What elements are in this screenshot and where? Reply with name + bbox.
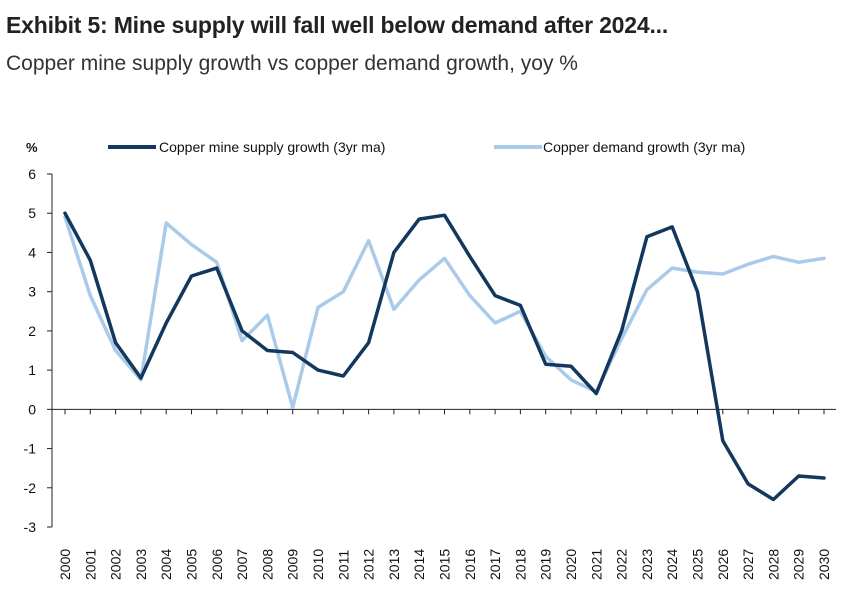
chart-title: Exhibit 5: Mine supply will fall well be… [6,12,669,38]
series-group [63,211,826,502]
series-line-demand [63,215,826,410]
x-tick-label: 2004 [158,549,174,580]
x-tick-label: 2014 [411,549,427,580]
y-tick-label: 1 [28,362,36,378]
x-tick-label: 2025 [690,549,706,580]
x-tick-label: 2007 [234,549,250,580]
x-tick-label: 2012 [361,549,377,580]
y-tick-label: 5 [28,205,36,221]
legend: Copper mine supply growth (3yr ma) Coppe… [108,139,745,155]
axes: 6 5 4 3 2 1 0 -1 -2 -3 2000 2001 2002 2003 2004 2005 200… [24,166,836,580]
x-tick-label: 2024 [664,549,680,580]
x-tick-label: 2021 [588,549,604,580]
x-tick-label: 2019 [538,549,554,580]
y-tick-label: 4 [28,244,36,260]
legend-label-supply: Copper mine supply growth (3yr ma) [159,139,385,155]
x-tick-label: 2013 [386,549,402,580]
x-tick-label: 2022 [614,549,630,580]
x-tick-label: 2023 [639,549,655,580]
x-tick-label: 2011 [335,550,351,580]
x-tick-label: 2015 [437,549,453,580]
series-line-mine-supply [63,211,826,502]
x-tick-label: 2026 [715,549,731,580]
x-tick-label: 2003 [133,549,149,580]
x-tick-label: 2028 [765,549,781,580]
y-tick-label: -2 [24,480,37,496]
x-tick-label: 2010 [310,549,326,580]
y-tick-label: -1 [24,441,37,457]
y-tick-label: 6 [28,166,36,182]
x-tick-label: 2000 [57,549,73,580]
y-tick-label: 3 [28,284,36,300]
legend-label-demand: Copper demand growth (3yr ma) [543,139,745,155]
y-tick-label: 0 [28,401,36,417]
x-tick-label: 2020 [563,549,579,580]
x-tick-label: 2018 [512,549,528,580]
x-tick-label: 2030 [816,549,832,580]
x-tick-label: 2017 [487,549,503,580]
x-tick-label: 2005 [184,549,200,580]
y-tick-label: 2 [28,323,36,339]
x-tick-label: 2009 [285,549,301,580]
x-tick-label: 2027 [740,549,756,580]
x-tick-label: 2029 [791,549,807,580]
y-axis-unit-label: % [26,140,38,155]
x-tick-label: 2016 [462,549,478,580]
x-tick-label: 2006 [209,549,225,580]
x-tick-label: 2001 [82,549,98,580]
y-tick-label: -3 [24,519,37,535]
x-tick-label: 2002 [108,549,124,580]
x-tick-label: 2008 [259,549,275,580]
chart-subtitle: Copper mine supply growth vs copper dema… [6,52,578,75]
